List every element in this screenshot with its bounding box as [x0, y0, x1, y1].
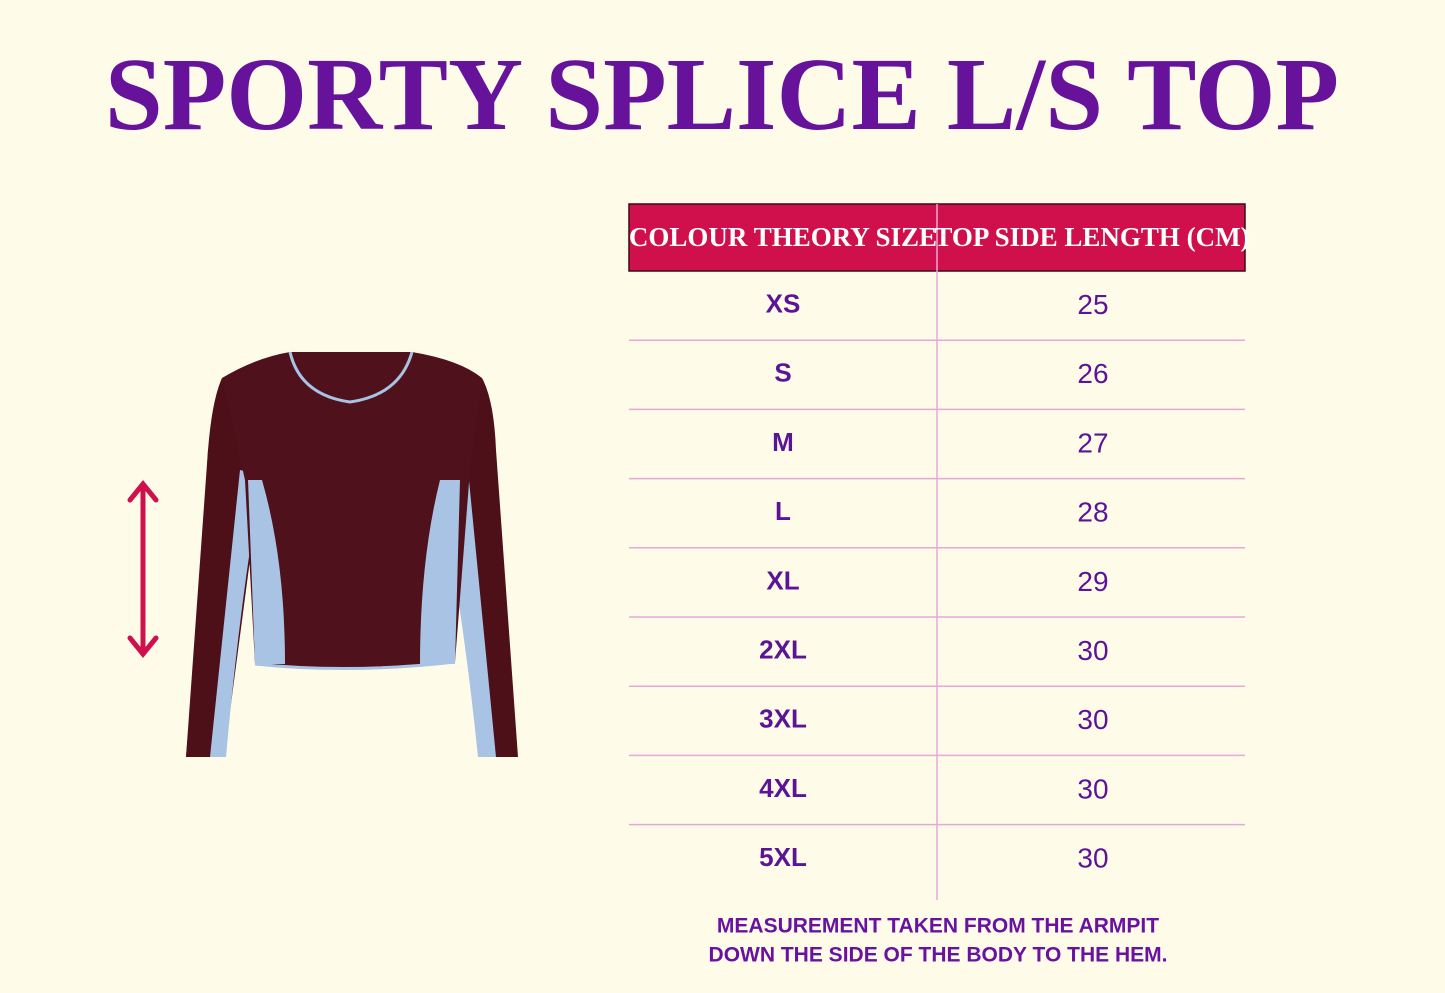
size-cell: 5XL: [759, 842, 807, 872]
table-body: XS 25 S 26 M 27 L 28 XL 29 2XL 30 3XL 30 4XL 30 5XL 30: [629, 288, 1245, 874]
length-cell: 30: [1077, 704, 1108, 735]
size-cell: 2XL: [759, 634, 807, 664]
size-cell: 4XL: [759, 773, 807, 803]
length-cell: 27: [1077, 427, 1108, 458]
length-cell: 26: [1077, 358, 1108, 389]
length-cell: 29: [1077, 566, 1108, 597]
size-cell: M: [772, 427, 794, 457]
size-cell: XL: [766, 565, 799, 595]
measure-arrow: [127, 480, 159, 658]
length-cell: 25: [1077, 289, 1108, 320]
note-line: MEASUREMENT TAKEN FROM THE ARMPIT: [717, 915, 1159, 938]
size-cell: 3XL: [759, 704, 807, 734]
length-cell: 30: [1077, 843, 1108, 874]
size-cell: S: [774, 358, 791, 388]
title: SPORTY SPLICE L/S TOP: [105, 37, 1339, 152]
header-cell: TOP SIDE LENGTH (CM): [934, 222, 1249, 252]
size-cell: XS: [766, 288, 801, 318]
size-cell: L: [775, 496, 791, 526]
note-line: DOWN THE SIDE OF THE BODY TO THE HEM.: [709, 944, 1168, 967]
length-cell: 30: [1077, 635, 1108, 666]
garment-illustration: [186, 351, 518, 757]
length-cell: 30: [1077, 773, 1108, 804]
length-cell: 28: [1077, 497, 1108, 528]
header-cell: COLOUR THEORY SIZE: [629, 222, 937, 252]
